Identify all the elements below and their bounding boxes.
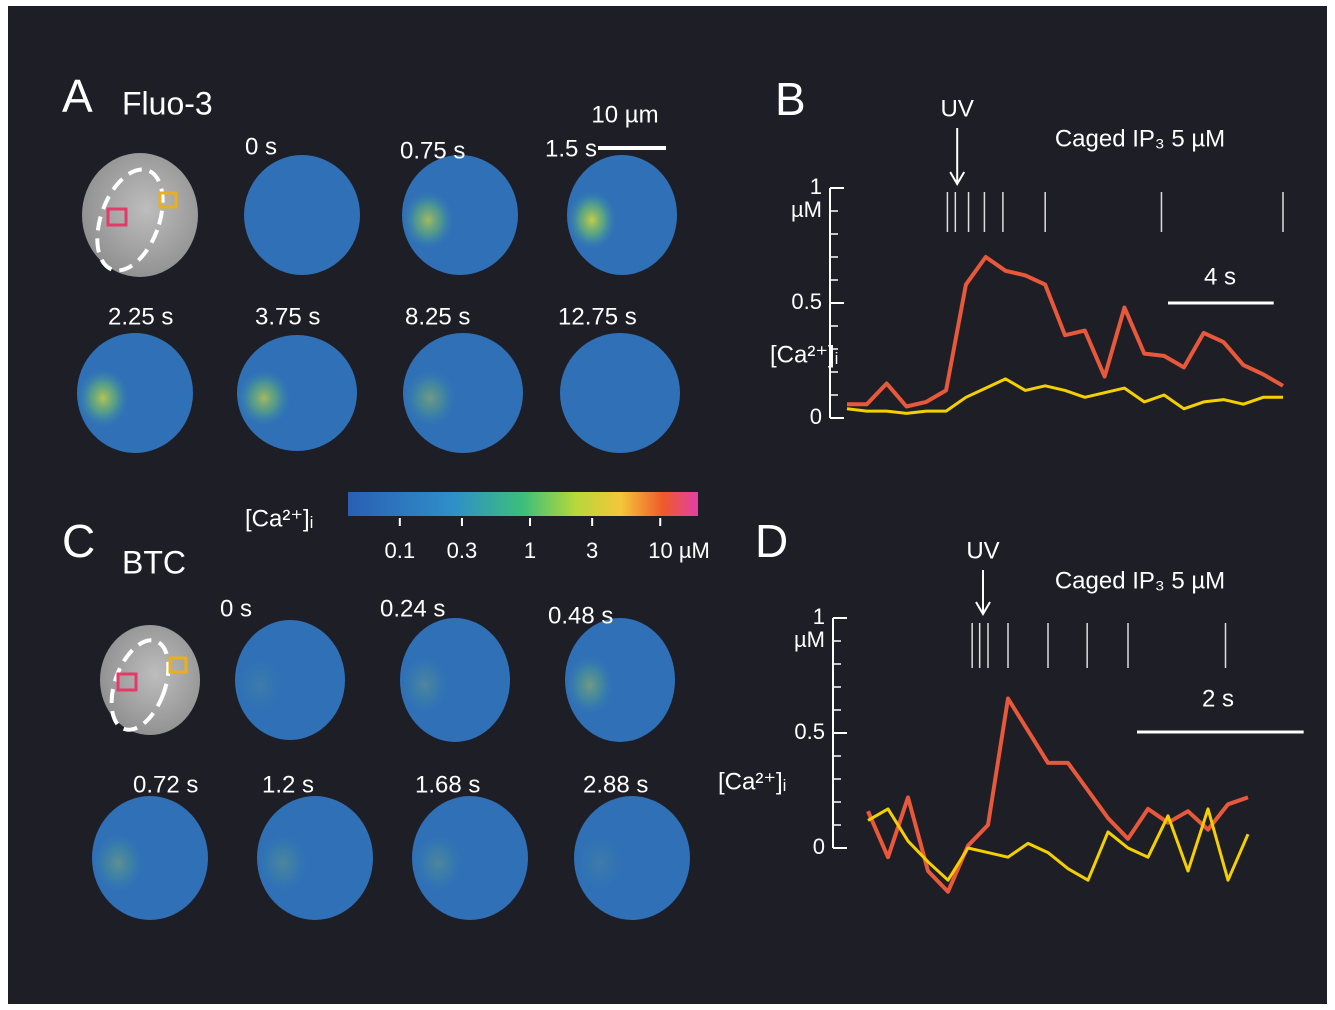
panel-title: Fluo-3 bbox=[122, 85, 213, 121]
frame-time: 0 s bbox=[220, 595, 252, 622]
frame-time: 0.72 s bbox=[133, 771, 198, 798]
frame-hotspot bbox=[412, 832, 464, 894]
time-scale-label: 4 s bbox=[1204, 263, 1236, 290]
frame-time: 0 s bbox=[245, 133, 277, 160]
colorbar bbox=[348, 492, 698, 516]
frame-hotspot bbox=[400, 654, 450, 716]
y-label: [Ca²⁺]ᵢ bbox=[770, 341, 838, 368]
frame-hotspot bbox=[574, 832, 626, 894]
frame-hotspot bbox=[567, 190, 617, 250]
stimulus-label: Caged IP₃ 5 µM bbox=[1055, 567, 1225, 594]
panel-label: D bbox=[755, 515, 788, 567]
panel-title: BTC bbox=[122, 544, 186, 580]
colorbar-tick-label: 0.1 bbox=[385, 538, 416, 563]
frame-hotspot bbox=[235, 655, 285, 715]
colorbar-tick-label: 0.3 bbox=[447, 538, 478, 563]
panel-label: A bbox=[62, 70, 93, 122]
frame-time: 2.88 s bbox=[583, 771, 648, 798]
frame-time: 8.25 s bbox=[405, 303, 470, 330]
frame-hotspot bbox=[257, 832, 309, 894]
colorbar-label: [Ca²⁺]ᵢ bbox=[245, 505, 313, 532]
frame-time: 0.48 s bbox=[548, 602, 613, 629]
frame-hotspot bbox=[565, 654, 615, 716]
y-tick-label: 1 bbox=[813, 604, 825, 629]
time-scale-label: 2 s bbox=[1202, 685, 1234, 712]
frame-hotspot bbox=[402, 190, 454, 250]
colorbar-tick-label: 3 bbox=[586, 538, 598, 563]
colorbar-tick-label: 1 bbox=[524, 538, 536, 563]
uv-label: UV bbox=[941, 95, 974, 122]
frame-image bbox=[560, 333, 680, 453]
frame-hotspot bbox=[237, 369, 291, 427]
frame-time: 12.75 s bbox=[558, 303, 637, 330]
frame-time: 1.5 s bbox=[545, 135, 597, 162]
y-tick-label: 0 bbox=[813, 834, 825, 859]
frame-time: 0.75 s bbox=[400, 137, 465, 164]
frame-time: 0.24 s bbox=[380, 595, 445, 622]
frame-hotspot bbox=[77, 368, 129, 428]
frame-image bbox=[244, 155, 360, 275]
frame-hotspot bbox=[403, 368, 457, 428]
panel-label: B bbox=[775, 73, 806, 125]
scale-bar-label: 10 µm bbox=[591, 101, 658, 128]
figure: A Fluo-3 10 µm 0 s 0.75 s 1.5 s 2.25 s 3.75 s 8.… bbox=[0, 0, 1335, 1010]
y-tick-label: 1 bbox=[810, 174, 822, 199]
uv-label: UV bbox=[966, 537, 999, 564]
frame-time: 1.68 s bbox=[415, 771, 480, 798]
frame-time: 1.2 s bbox=[262, 771, 314, 798]
y-unit: µM bbox=[791, 197, 822, 222]
y-tick-label: 0 bbox=[810, 404, 822, 429]
colorbar-tick-label: 10 µM bbox=[648, 538, 710, 563]
y-label: [Ca²⁺]ᵢ bbox=[718, 768, 786, 795]
y-tick-label: 0.5 bbox=[791, 289, 822, 314]
frame-time: 3.75 s bbox=[255, 303, 320, 330]
y-unit: µM bbox=[794, 627, 825, 652]
frame-hotspot bbox=[92, 832, 144, 894]
frame-time: 2.25 s bbox=[108, 303, 173, 330]
stimulus-label: Caged IP₃ 5 µM bbox=[1055, 125, 1225, 152]
panel-label: C bbox=[62, 515, 95, 567]
y-tick-label: 0.5 bbox=[794, 719, 825, 744]
